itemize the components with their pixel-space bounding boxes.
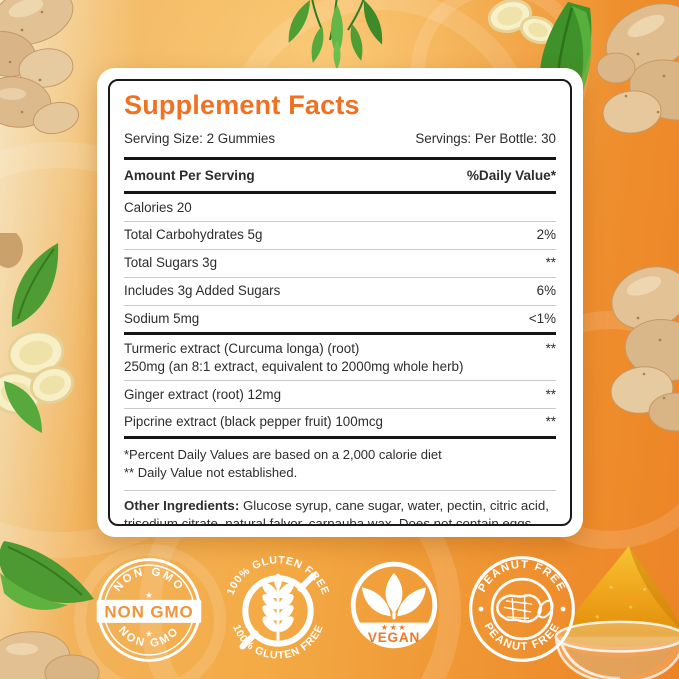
servings-per-bottle-text: Servings: Per Bottle: 30 [415, 131, 556, 146]
fact-row: Ginger extract (root) 12mg ** [124, 379, 556, 408]
nutrient-rows: Calories 20 Total Carbohydrates 5g 2% Total… [124, 194, 556, 332]
ginger-root-top-right-image [487, 0, 679, 134]
other-ingredients: Other Ingredients: Glucose syrup, cane s… [124, 491, 556, 526]
fact-row: Turmeric extract (Curcuma longa) (root) 2… [124, 340, 556, 374]
divider-thick [124, 332, 556, 336]
herb-leaves-top-image [288, 0, 383, 70]
other-ingredients-text: Glucose syrup, cane sugar, water, pectin… [124, 497, 549, 526]
svg-text:NON GMO: NON GMO [112, 566, 186, 594]
peanut-icon [496, 594, 554, 623]
ginger-slices-left-image [0, 233, 75, 433]
divider-thick [124, 157, 556, 160]
footnote-daily-value: *Percent Daily Values are based on a 2,0… [124, 446, 442, 462]
peanut-free-arc-bottom-text: PEANUT FREE [481, 621, 561, 653]
gluten-free-badge: 100% GLUTEN FREE 100% GLUTEN FREE [225, 554, 331, 662]
serving-size-text: Serving Size: 2 Gummies [124, 131, 276, 146]
divider-thick [124, 435, 556, 439]
svg-text:PEANUT FREE: PEANUT FREE [476, 559, 568, 594]
turmeric-bowl-image [554, 545, 679, 679]
footnote-not-established: ** Daily Value not established. [124, 465, 298, 481]
non-gmo-banner-text: NON GMO [104, 602, 193, 621]
fact-row: Total Sugars 3g ** [124, 248, 556, 277]
ginger-root-top-left-image [0, 0, 80, 135]
daily-value-header: %Daily Value* [466, 168, 556, 183]
wheat-icon [262, 573, 294, 641]
fact-row: Total Carbohydrates 5g 2% [124, 220, 556, 249]
svg-text:PEANUT FREE: PEANUT FREE [481, 621, 562, 653]
leaves-icon [362, 573, 426, 620]
vegan-label: VEGAN [368, 630, 420, 645]
supplement-facts-panel: Supplement Facts Serving Size: 2 Gummies… [108, 79, 572, 526]
leaf-ginger-bottom-left-image [0, 541, 100, 679]
fact-row: Sodium 5mg <1% [124, 304, 556, 333]
footnotes: *Percent Daily Values are based on a 2,0… [124, 439, 556, 490]
vegan-stars: ★★★ [381, 623, 407, 632]
fact-row: Includes 3g Added Sugars 6% [124, 276, 556, 305]
non-gmo-arc-top-text: NON GMO [112, 566, 184, 594]
non-gmo-banner [96, 599, 202, 623]
peanut-free-badge: PEANUT FREE PEANUT FREE [469, 556, 575, 662]
amount-per-serving-header: Amount Per Serving [124, 168, 255, 183]
ginger-root-right-image [610, 266, 679, 432]
serving-row: Serving Size: 2 Gummies Servings: Per Bo… [124, 129, 556, 157]
botanical-rows: Turmeric extract (Curcuma longa) (root) 2… [124, 335, 556, 435]
other-ingredients-label: Other Ingredients: [124, 497, 243, 513]
facts-header-row: Amount Per Serving %Daily Value* [124, 160, 556, 191]
non-gmo-badge: NON GMO NON GMO ★ ★ NON GMO [96, 558, 202, 662]
divider-thick [124, 191, 556, 194]
divider-thin [124, 489, 556, 491]
star-icon: ★ [145, 630, 152, 639]
fact-row: Calories 20 [124, 199, 192, 215]
fact-row: Pipcrine extract (black pepper fruit) 10… [124, 407, 556, 436]
supplement-facts-card: Supplement Facts Serving Size: 2 Gummies… [97, 68, 583, 537]
vegan-badge: ★★★ VEGAN [350, 561, 438, 649]
star-icon: ★ [145, 591, 152, 600]
peanut-free-arc-top-text: PEANUT FREE [476, 559, 566, 594]
page-title: Supplement Facts [124, 90, 360, 120]
